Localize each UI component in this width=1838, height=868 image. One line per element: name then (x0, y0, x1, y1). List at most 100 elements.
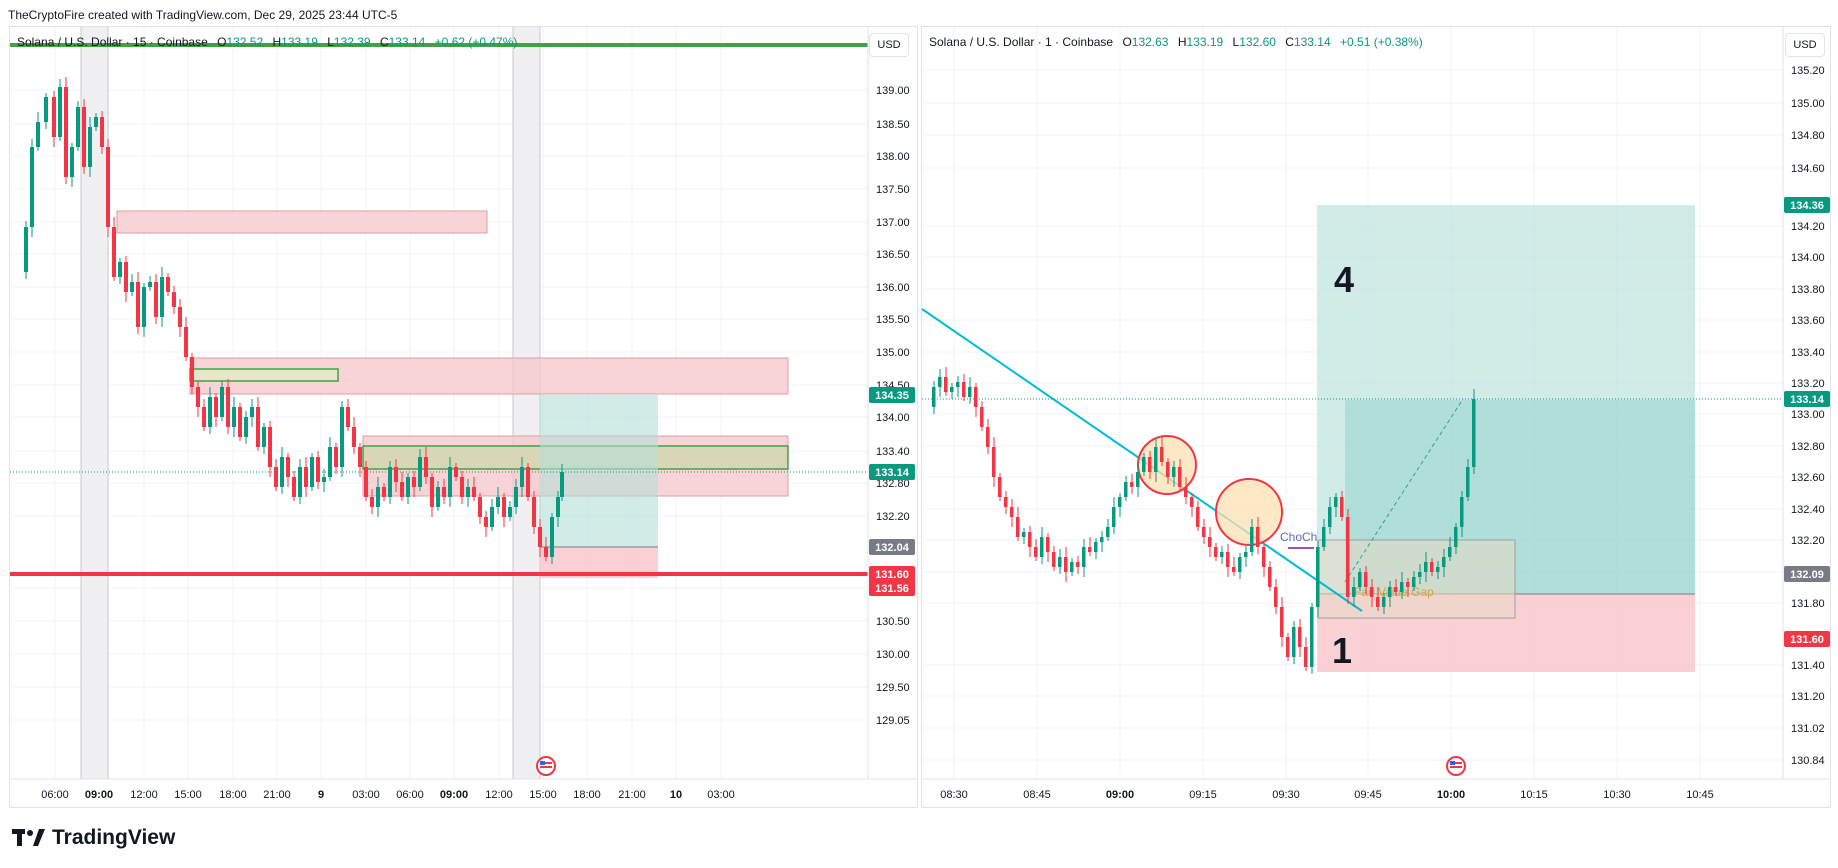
candle-body (1268, 567, 1272, 587)
candle-body (1214, 547, 1218, 557)
candle-body (298, 467, 302, 497)
price-tick-label: 134.20 (1791, 221, 1825, 233)
candle-body (52, 97, 56, 137)
price-tick-label: 130.84 (1791, 755, 1825, 767)
right-symbol[interactable]: Solana / U.S. Dollar · 1 · Coinbase (929, 35, 1114, 49)
left-open: 132.52 (226, 35, 264, 49)
right-open: 132.63 (1131, 35, 1169, 49)
session-highlight (513, 27, 540, 779)
candle-body (520, 467, 524, 487)
highlight-circle[interactable] (1215, 478, 1283, 546)
left-chart-canvas[interactable]: 139.00 138.50 138.00 137.50 137.00 136.50 136.… (10, 27, 917, 807)
price-tick-label: 133.80 (1791, 284, 1825, 296)
candle-body (1238, 557, 1242, 572)
candle-body (1406, 582, 1410, 587)
candle-body (1250, 527, 1254, 552)
candle-body (94, 117, 98, 127)
candle-body (1016, 517, 1020, 537)
candle-body (64, 87, 68, 177)
price-tag-label: 131.60 (875, 569, 909, 581)
price-tag (1784, 197, 1830, 213)
price-tick-label: 131.02 (1791, 723, 1825, 735)
candle-body (490, 507, 494, 527)
us-flag-icon[interactable] (536, 756, 556, 776)
candle-body (472, 487, 476, 497)
candle-body (1172, 467, 1176, 477)
time-tick-label: 08:30 (940, 789, 968, 801)
us-flag-icon[interactable] (1446, 756, 1466, 776)
candle-body (1310, 607, 1314, 667)
tradingview-logo-icon (12, 829, 45, 846)
price-tag (1784, 566, 1830, 582)
price-tag-label: 133.14 (1790, 394, 1825, 406)
candle-body (36, 122, 40, 147)
order-block[interactable] (189, 368, 339, 382)
time-tick-label: 09:30 (1272, 789, 1300, 801)
candle-body (950, 387, 954, 392)
candle-body (172, 292, 176, 307)
right-currency-button[interactable]: USD (1785, 33, 1825, 57)
price-tick-label: 137.50 (876, 184, 910, 196)
candle-body (1370, 587, 1374, 597)
time-tick-label: 21:00 (618, 789, 646, 801)
candle-body (1418, 572, 1422, 577)
price-tick-label: 133.40 (1791, 347, 1825, 359)
left-symbol[interactable]: Solana / U.S. Dollar · 15 · Coinbase (17, 35, 208, 49)
candle-body (1454, 527, 1458, 547)
left-time-axis[interactable]: 06:00 09:00 12:00 15:00 18:00 21:00 9 03:00 06:0… (41, 789, 735, 801)
left-chart-pane[interactable]: Solana / U.S. Dollar · 15 · Coinbase O13… (9, 26, 918, 808)
time-tick-label: 06:00 (41, 789, 69, 801)
tradingview-logo[interactable]: TradingView (12, 826, 175, 850)
supply-zone[interactable] (189, 357, 789, 395)
left-price-axis[interactable]: 139.00 138.50 138.00 137.50 137.00 136.50 136.… (876, 85, 910, 727)
candle-body (82, 107, 86, 167)
candle-body (418, 457, 422, 487)
price-tick-label: 131.80 (1791, 598, 1825, 610)
candle-body (292, 477, 296, 497)
left-change: +0.62 (+0.47%) (434, 35, 518, 49)
supply-zone[interactable] (116, 210, 488, 234)
price-tick-label: 135.20 (1791, 65, 1825, 77)
right-chart-canvas[interactable]: 4 1 Fair Value Gap ChoCh 135.20135.00134… (922, 27, 1830, 807)
candle-body (100, 117, 104, 147)
candle-body (1220, 552, 1224, 557)
candle-body (1136, 472, 1140, 487)
left-legend: Solana / U.S. Dollar · 15 · Coinbase O13… (17, 35, 518, 49)
right-price-axis[interactable]: 135.20 135.00 134.80 134.60 134.20 134.00 133.… (1791, 65, 1825, 767)
candle-body (76, 107, 80, 147)
time-tick-label: 12:00 (130, 789, 158, 801)
candle-body (944, 377, 948, 392)
price-tick-label: 133.40 (876, 446, 910, 458)
left-grid (10, 27, 868, 779)
price-tick-label: 130.00 (876, 649, 910, 661)
candle-body (202, 407, 206, 427)
candle-body (430, 477, 434, 507)
candle-body (1100, 537, 1104, 542)
candle-body (1400, 582, 1404, 592)
left-price-tags: 134.35 133.14 132.04 131.60 131.56 (869, 387, 915, 596)
position-target-zone[interactable] (1317, 205, 1695, 594)
candle-body (232, 407, 236, 427)
choch-label: ChoCh (1280, 530, 1317, 544)
time-tick-label: 21:00 (263, 789, 291, 801)
candle-body (1328, 507, 1332, 527)
position-target-zone[interactable] (540, 395, 658, 547)
time-tick-label: 08:45 (1023, 789, 1051, 801)
candle-body (454, 467, 458, 477)
candle-body (112, 227, 116, 277)
left-currency-button[interactable]: USD (869, 33, 909, 57)
time-tick-label: 09:15 (1189, 789, 1217, 801)
right-time-axis[interactable]: 08:30 08:45 09:00 09:15 09:30 09:45 10:00 10:15… (940, 789, 1714, 801)
candle-body (280, 457, 284, 487)
chart-caption: TheCryptoFire created with TradingView.c… (8, 8, 398, 22)
fvg-box[interactable] (1317, 539, 1516, 619)
candle-body (208, 397, 212, 427)
candle-body (1364, 572, 1368, 587)
right-chart-pane[interactable]: Solana / U.S. Dollar · 1 · Coinbase O132… (921, 26, 1831, 808)
candle-body (968, 387, 972, 397)
candle-body (44, 97, 48, 122)
candle-body (556, 497, 560, 517)
candle-body (436, 487, 440, 507)
time-tick-label: 10:00 (1437, 789, 1465, 801)
price-tick-label: 135.00 (876, 347, 910, 359)
